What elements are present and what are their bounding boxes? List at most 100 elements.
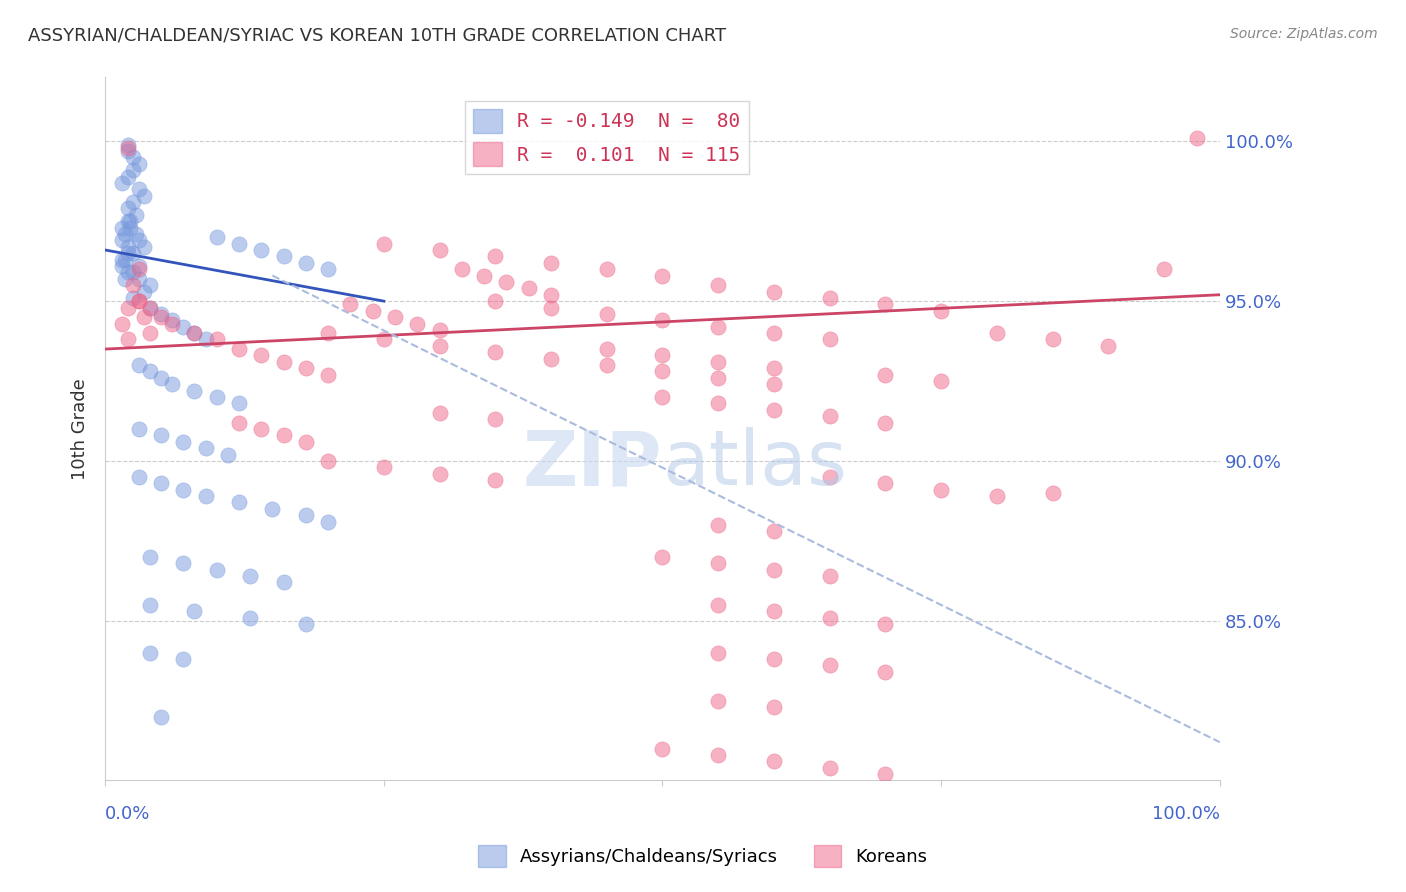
Point: [205, 563, 228, 577]
Point: [117, 202, 139, 216]
Point: [762, 604, 785, 618]
Point: [1153, 844, 1175, 858]
Point: [139, 598, 162, 612]
Point: [818, 658, 841, 673]
Point: [139, 549, 162, 564]
Point: [818, 610, 841, 624]
Point: [484, 412, 506, 426]
Point: [125, 227, 148, 241]
Point: [339, 297, 361, 311]
Text: 100.0%: 100.0%: [1152, 805, 1220, 823]
Point: [295, 361, 318, 376]
Point: [172, 483, 194, 497]
Point: [295, 256, 318, 270]
Point: [183, 384, 205, 398]
Point: [134, 240, 156, 254]
Point: [128, 470, 150, 484]
Point: [111, 234, 134, 248]
Point: [122, 195, 145, 210]
Point: [762, 754, 785, 768]
Point: [128, 262, 150, 277]
Text: Source: ZipAtlas.com: Source: ZipAtlas.com: [1230, 27, 1378, 41]
Point: [111, 252, 134, 267]
Point: [651, 348, 673, 362]
Point: [707, 396, 730, 410]
Point: [183, 326, 205, 340]
Point: [273, 575, 295, 590]
Point: [484, 345, 506, 359]
Point: [484, 473, 506, 487]
Point: [149, 307, 172, 321]
Point: [540, 351, 562, 366]
Point: [139, 301, 162, 315]
Legend: Assyrians/Chaldeans/Syriacs, Koreans: Assyrians/Chaldeans/Syriacs, Koreans: [471, 838, 935, 874]
Point: [818, 805, 841, 820]
Point: [172, 556, 194, 570]
Point: [1097, 339, 1119, 353]
Point: [875, 297, 897, 311]
Point: [429, 406, 451, 420]
Point: [122, 150, 145, 164]
Point: [986, 824, 1008, 838]
Point: [128, 422, 150, 436]
Point: [762, 402, 785, 417]
Point: [707, 517, 730, 532]
Point: [134, 188, 156, 202]
Point: [316, 262, 339, 277]
Point: [707, 598, 730, 612]
Point: [429, 243, 451, 257]
Point: [316, 454, 339, 468]
Point: [540, 287, 562, 301]
Point: [762, 377, 785, 392]
Point: [1042, 333, 1064, 347]
Point: [128, 272, 150, 286]
Y-axis label: 10th Grade: 10th Grade: [72, 378, 89, 480]
Point: [596, 342, 619, 356]
Point: [1187, 131, 1209, 145]
Point: [128, 294, 150, 309]
Point: [139, 301, 162, 315]
Point: [111, 220, 134, 235]
Point: [986, 489, 1008, 503]
Point: [651, 390, 673, 404]
Point: [875, 616, 897, 631]
Point: [172, 652, 194, 666]
Point: [205, 333, 228, 347]
Point: [273, 355, 295, 369]
Point: [117, 169, 139, 184]
Point: [875, 767, 897, 781]
Point: [139, 646, 162, 660]
Point: [707, 556, 730, 570]
Point: [875, 812, 897, 826]
Point: [986, 326, 1008, 340]
Point: [250, 422, 273, 436]
Point: [651, 741, 673, 756]
Point: [596, 358, 619, 372]
Point: [125, 208, 148, 222]
Point: [228, 342, 250, 356]
Point: [122, 246, 145, 260]
Point: [295, 616, 318, 631]
Point: [762, 652, 785, 666]
Point: [160, 377, 183, 392]
Point: [122, 163, 145, 178]
Point: [406, 317, 429, 331]
Point: [1042, 486, 1064, 500]
Text: atlas: atlas: [662, 427, 848, 501]
Point: [128, 234, 150, 248]
Point: [651, 364, 673, 378]
Legend: R = -0.149  N =  80, R =  0.101  N = 115: R = -0.149 N = 80, R = 0.101 N = 115: [465, 101, 748, 174]
Point: [117, 265, 139, 279]
Point: [875, 476, 897, 491]
Point: [929, 374, 952, 388]
Point: [484, 294, 506, 309]
Text: 0.0%: 0.0%: [105, 805, 150, 823]
Point: [472, 268, 495, 283]
Point: [818, 291, 841, 305]
Point: [929, 818, 952, 832]
Point: [818, 333, 841, 347]
Point: [707, 646, 730, 660]
Point: [450, 262, 472, 277]
Point: [194, 489, 217, 503]
Point: [273, 249, 295, 263]
